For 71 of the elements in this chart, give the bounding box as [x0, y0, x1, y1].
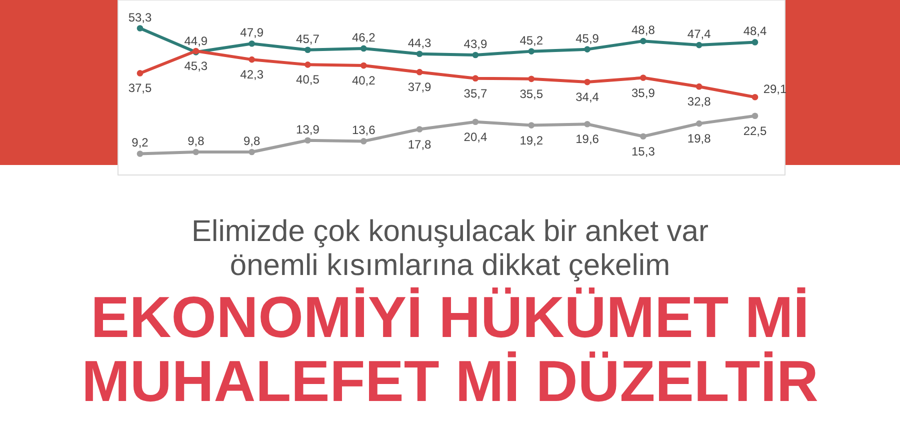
data-label: 9,2	[132, 136, 149, 150]
data-label: 17,8	[408, 137, 432, 152]
data-label: 48,8	[632, 23, 656, 38]
data-label: 35,9	[632, 86, 656, 100]
point	[472, 52, 479, 58]
data-label: 48,4	[743, 24, 767, 38]
data-label: 42,3	[240, 68, 264, 82]
data-label: 45,3	[184, 59, 208, 74]
point	[472, 118, 479, 126]
point	[584, 46, 590, 52]
point	[136, 150, 144, 157]
data-label: 35,7	[464, 86, 488, 100]
text: EKONOMİYİ HÜKÜMET Mİ MUHALEFET Mİ DÜZELTİR	[82, 285, 818, 414]
point	[752, 39, 758, 46]
data-label: 15,3	[632, 144, 656, 158]
data-label: 37,9	[408, 80, 432, 94]
point	[192, 148, 200, 156]
data-label: 46,2	[352, 30, 376, 44]
data-label: 40,2	[352, 74, 376, 88]
point	[528, 76, 535, 82]
data-label: 9,8	[188, 134, 205, 148]
point	[752, 112, 758, 120]
point	[696, 120, 702, 127]
point	[248, 56, 255, 63]
point	[472, 75, 479, 82]
data-label: 53,3	[128, 10, 152, 24]
point	[360, 45, 367, 52]
point	[752, 94, 758, 100]
point	[640, 133, 646, 140]
point	[360, 138, 367, 144]
data-label: 47,9	[240, 26, 264, 40]
data-label: 22,5	[743, 124, 767, 138]
data-label: 13,9	[296, 122, 320, 136]
data-label: 45,9	[576, 31, 600, 46]
point	[304, 137, 311, 144]
data-label: 20,4	[464, 130, 488, 144]
data-label: 9,8	[243, 134, 260, 148]
point	[584, 78, 590, 86]
point	[248, 40, 255, 47]
point	[136, 70, 144, 76]
text: Elimizde çok konuşulacak bir anket var önemli kısımlarına dikkat çekelim	[192, 215, 708, 282]
point	[696, 83, 702, 90]
data-label: 32,8	[687, 94, 712, 109]
data-label: 40,5	[296, 72, 320, 87]
point	[640, 74, 646, 81]
data-label: 44,3	[408, 36, 432, 50]
data-label: 19,6	[576, 132, 600, 146]
data-label: 45,7	[296, 32, 320, 46]
point	[248, 148, 255, 156]
point	[640, 38, 646, 44]
point	[528, 48, 535, 54]
point	[416, 50, 423, 58]
data-label: 19,2	[520, 133, 544, 148]
data-label: 45,2	[520, 33, 544, 48]
data-label: 37,5	[128, 81, 152, 96]
data-label: 13,6	[352, 123, 376, 138]
point	[416, 68, 423, 76]
data-label: 43,9	[464, 37, 488, 52]
point	[304, 46, 311, 54]
data-label: 34,4	[576, 90, 600, 104]
point	[136, 25, 144, 32]
data-label: 19,8	[687, 132, 712, 146]
point	[528, 122, 535, 128]
point	[584, 120, 590, 128]
point	[696, 42, 702, 48]
data-label: 44,9	[184, 34, 208, 48]
point	[360, 62, 367, 69]
data-label: 35,5	[520, 86, 544, 101]
point	[416, 126, 423, 132]
data-label: 47,4	[687, 27, 712, 42]
point	[304, 62, 311, 68]
